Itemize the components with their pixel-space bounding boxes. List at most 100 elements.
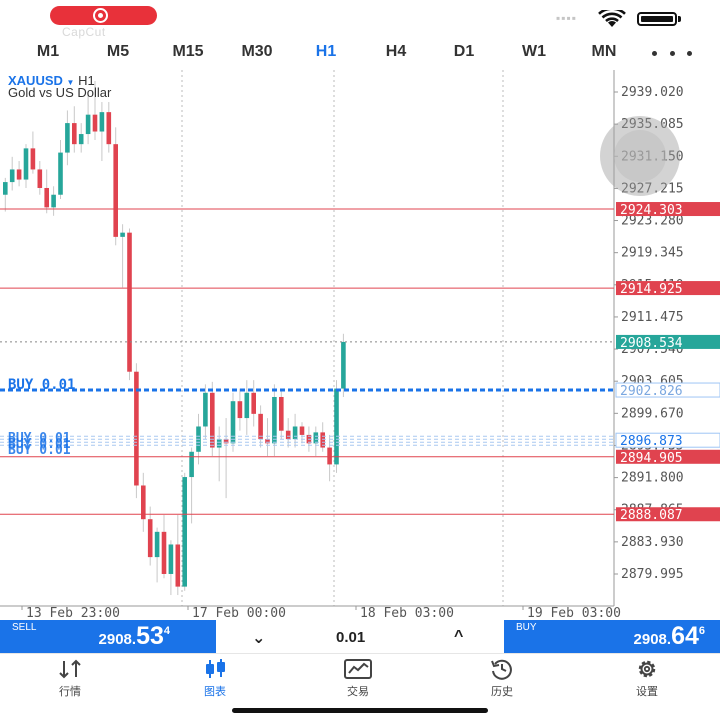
bottom-navigation: 行情 图表 交易 历史 设置 bbox=[0, 653, 720, 701]
watermark: CapCut bbox=[62, 25, 106, 39]
candle bbox=[237, 401, 243, 419]
current-price-label: 2908.534 bbox=[620, 336, 683, 351]
sell-button[interactable]: SELL 2908.534 bbox=[0, 620, 216, 653]
price-level-label: 2924.303 bbox=[620, 203, 683, 218]
timeframe-h1[interactable]: H1 bbox=[315, 43, 337, 60]
chart-candles-icon bbox=[206, 659, 225, 678]
timeframe-bar: M1 M5 M15 M30 H1 H4 D1 W1 MN bbox=[0, 36, 720, 70]
sell-price-prefix: 2908. bbox=[98, 631, 137, 648]
chart-symbol[interactable]: XAUUSD ▼ H1 bbox=[8, 73, 95, 88]
candle bbox=[23, 148, 29, 180]
volume-increase-button[interactable]: ^ bbox=[454, 628, 464, 645]
candle bbox=[30, 148, 36, 170]
candle bbox=[147, 519, 153, 558]
timeframe-m15[interactable]: M15 bbox=[172, 43, 204, 60]
candle bbox=[92, 114, 98, 132]
candle bbox=[258, 413, 263, 440]
symbol-dropdown-icon: ▼ bbox=[66, 78, 75, 87]
candle bbox=[265, 439, 270, 444]
candle bbox=[72, 123, 77, 145]
volume-decrease-button[interactable]: ⌄ bbox=[252, 630, 266, 647]
order-label: BUY 0.01 bbox=[8, 431, 71, 446]
buy-price-big: 64 bbox=[671, 622, 699, 650]
candle bbox=[327, 447, 332, 465]
candle bbox=[272, 396, 277, 444]
price-tick-label: 2911.475 bbox=[621, 310, 684, 325]
candle bbox=[85, 114, 91, 135]
nav-chart-label: 图表 bbox=[204, 686, 226, 698]
nav-history-label: 历史 bbox=[491, 686, 513, 698]
candle bbox=[285, 430, 291, 440]
time-tick-label: 17 Feb 00:00 bbox=[192, 606, 286, 620]
candle bbox=[210, 392, 215, 448]
candle bbox=[9, 169, 15, 183]
sell-price-sup: 4 bbox=[163, 625, 170, 637]
candle bbox=[189, 451, 194, 478]
sell-price-big: 53 bbox=[136, 622, 164, 650]
candle bbox=[16, 169, 22, 180]
candle bbox=[127, 232, 132, 372]
candle bbox=[65, 123, 70, 153]
price-tick-label: 2899.670 bbox=[621, 406, 684, 421]
cellular-signal-icon: ▪▪▪▪ bbox=[556, 11, 578, 25]
wifi-icon bbox=[598, 10, 626, 27]
history-icon bbox=[491, 659, 512, 680]
price-tick-label: 2935.085 bbox=[621, 117, 684, 132]
nav-quotes[interactable]: 行情 bbox=[25, 658, 115, 699]
timeframe-d1[interactable]: D1 bbox=[453, 43, 475, 60]
home-indicator[interactable] bbox=[232, 708, 488, 713]
nav-settings[interactable]: 设置 bbox=[602, 658, 692, 699]
price-level-tag bbox=[616, 202, 720, 217]
candle bbox=[299, 426, 305, 435]
nav-history[interactable]: 历史 bbox=[457, 658, 547, 699]
candlestick-chart[interactable]: 2939.0202935.0852931.1502927.2152923.280… bbox=[0, 70, 720, 620]
chart-timeframe: H1 bbox=[78, 73, 95, 88]
order-price-tag bbox=[615, 382, 720, 398]
nav-chart[interactable]: 图表 bbox=[170, 658, 260, 699]
more-options-icon[interactable] bbox=[652, 51, 692, 57]
candle bbox=[37, 169, 43, 188]
nav-settings-label: 设置 bbox=[636, 686, 658, 698]
symbol-description: Gold vs US Dollar bbox=[8, 85, 112, 100]
candle bbox=[168, 544, 174, 574]
order-price-tag bbox=[615, 432, 720, 448]
timeframe-h4[interactable]: H4 bbox=[385, 43, 407, 60]
nav-trade-label: 交易 bbox=[347, 686, 369, 698]
timeframe-mn[interactable]: MN bbox=[591, 43, 617, 60]
price-level-label: 2888.087 bbox=[620, 508, 683, 523]
battery-icon bbox=[637, 12, 677, 26]
price-level-tag bbox=[616, 449, 720, 464]
candle bbox=[279, 396, 284, 431]
candle bbox=[230, 401, 236, 444]
candle bbox=[182, 477, 187, 587]
timeframe-m5[interactable]: M5 bbox=[106, 43, 130, 60]
buy-button[interactable]: BUY 2908.646 bbox=[504, 620, 720, 653]
trade-icon bbox=[344, 659, 372, 679]
record-icon bbox=[93, 8, 108, 23]
buy-price-prefix: 2908. bbox=[633, 631, 672, 648]
timeframe-m30[interactable]: M30 bbox=[241, 43, 273, 60]
candle bbox=[141, 485, 146, 520]
sell-price: 2908.534 bbox=[98, 622, 170, 650]
timeframe-m1[interactable]: M1 bbox=[36, 43, 60, 60]
candle bbox=[44, 187, 49, 208]
settings-gear-icon bbox=[638, 660, 656, 678]
order-price-label: 2902.826 bbox=[620, 384, 683, 399]
nav-quotes-label: 行情 bbox=[59, 686, 81, 698]
price-tick-label: 2879.995 bbox=[621, 567, 684, 582]
nav-trade[interactable]: 交易 bbox=[313, 658, 403, 699]
trade-bar: SELL 2908.534 ⌄ 0.01 ^ BUY 2908.646 bbox=[0, 620, 720, 653]
candle bbox=[134, 371, 139, 486]
candle bbox=[3, 182, 8, 195]
price-level-tag bbox=[616, 507, 720, 522]
candle bbox=[78, 134, 84, 145]
volume-value[interactable]: 0.01 bbox=[336, 629, 366, 646]
screen-recording-indicator[interactable] bbox=[50, 6, 157, 25]
sell-label: SELL bbox=[12, 622, 37, 633]
price-tick-label: 2927.215 bbox=[621, 181, 684, 196]
time-tick-label: 13 Feb 23:00 bbox=[26, 606, 120, 620]
timeframe-w1[interactable]: W1 bbox=[522, 43, 546, 60]
buy-label: BUY bbox=[516, 622, 537, 633]
symbol-name: XAUUSD bbox=[8, 73, 63, 88]
price-chart[interactable]: 2939.0202935.0852931.1502927.2152923.280… bbox=[0, 70, 720, 620]
